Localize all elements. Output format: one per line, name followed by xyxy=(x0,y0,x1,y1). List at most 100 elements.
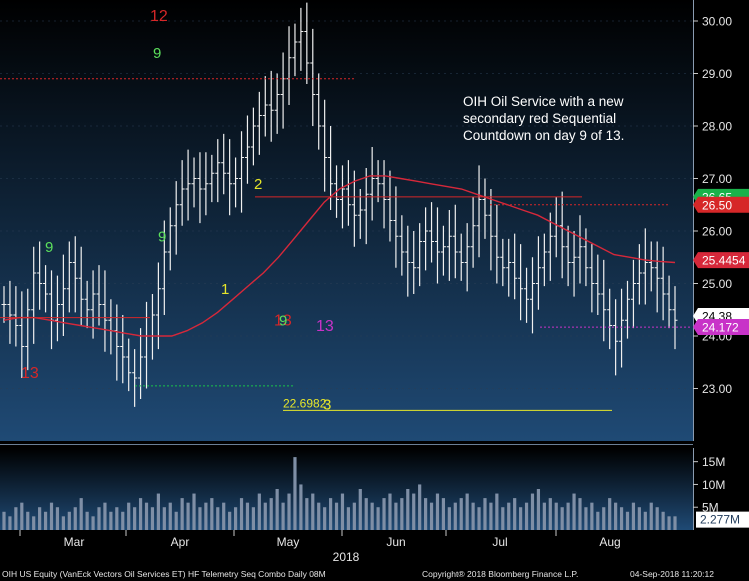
volume-bar xyxy=(489,502,493,530)
volume-bar xyxy=(382,498,386,530)
volume-bar xyxy=(317,502,321,530)
volume-bar xyxy=(222,502,226,530)
volume-bar xyxy=(257,493,261,530)
volume-bar xyxy=(388,493,392,530)
volume-bar xyxy=(150,507,155,530)
volume-bar xyxy=(328,498,333,530)
volume-bar xyxy=(127,502,131,530)
volume-bar xyxy=(364,498,368,530)
volume-bar xyxy=(216,507,220,530)
volume-bar xyxy=(174,511,178,530)
volume-bar xyxy=(121,511,125,530)
price-flag xyxy=(693,318,749,335)
volume-bar xyxy=(614,502,618,530)
volume-bar xyxy=(412,493,416,530)
volume-bar xyxy=(619,507,624,530)
footer-center: Copyright® 2018 Bloomberg Finance L.P. xyxy=(422,569,579,579)
volume-bar xyxy=(596,511,600,530)
volume-bar xyxy=(477,507,481,530)
month-label: Jul xyxy=(492,535,507,549)
month-label: Aug xyxy=(599,535,620,549)
volume-bar xyxy=(204,502,208,530)
sequential-marker: 1 xyxy=(221,281,229,298)
volume-bar xyxy=(513,498,517,530)
volume-tick-label: 10M xyxy=(702,478,725,492)
volume-bar xyxy=(138,498,143,530)
volume-bar xyxy=(14,507,18,530)
volume-bar xyxy=(530,493,535,530)
volume-bar xyxy=(67,511,71,530)
volume-bar xyxy=(334,502,339,530)
price-tick-label: 25.00 xyxy=(702,277,732,291)
volume-bar xyxy=(673,516,677,530)
volume-bar xyxy=(115,507,119,530)
price-tick-label: 28.00 xyxy=(702,120,732,134)
sequential-marker: 12 xyxy=(150,8,168,25)
volume-bar xyxy=(91,516,95,530)
volume-bar xyxy=(536,489,541,530)
volume-bar xyxy=(144,502,149,530)
volume-bar xyxy=(542,502,546,530)
volume-bar xyxy=(358,489,362,530)
volume-tick-label: 5M xyxy=(702,501,719,515)
price-panel xyxy=(0,0,693,441)
volume-bar xyxy=(584,507,588,530)
volume-bar xyxy=(85,511,89,530)
volume-bar xyxy=(495,493,499,530)
time-axis: Mar Apr May Jun Jul Aug 2018 xyxy=(19,530,621,564)
volume-bar xyxy=(471,502,475,530)
volume-bar xyxy=(643,511,647,530)
volume-bar xyxy=(38,507,42,530)
volume-bar xyxy=(649,502,653,530)
volume-bar xyxy=(637,507,641,530)
volume-bar xyxy=(608,498,612,530)
volume-bar xyxy=(275,489,279,530)
volume-bar xyxy=(20,502,24,530)
year-label: 2018 xyxy=(333,550,360,564)
volume-bar xyxy=(501,507,505,530)
volume-bar xyxy=(228,511,232,530)
volume-bar xyxy=(103,502,107,530)
volume-bar xyxy=(8,516,12,530)
volume-bar xyxy=(293,457,297,530)
month-label: Mar xyxy=(64,535,85,549)
volume-bar xyxy=(192,493,196,530)
price-grid xyxy=(0,20,693,389)
volume-bar xyxy=(631,502,636,530)
volume-bar xyxy=(661,511,665,530)
volume-bar xyxy=(453,502,457,530)
month-label: May xyxy=(277,535,300,549)
volume-bar xyxy=(435,493,440,530)
volume-bar xyxy=(186,502,190,530)
price-flag xyxy=(693,196,749,213)
sequential-marker: 9 xyxy=(158,229,166,246)
volume-bar xyxy=(655,507,659,530)
price-tick-label: 23.00 xyxy=(702,382,732,396)
sequential-marker: 9 xyxy=(153,45,161,62)
volume-bar xyxy=(299,484,303,530)
volume-bar xyxy=(590,502,594,530)
volume-bar xyxy=(406,489,410,530)
price-flag-label: 24.172 xyxy=(702,320,739,334)
volume-tick-label: 15M xyxy=(702,455,725,469)
volume-bar xyxy=(323,507,327,530)
volume-bar xyxy=(311,493,315,530)
moving-average-path xyxy=(3,175,676,337)
level-label: 22.6982 xyxy=(283,396,327,410)
price-flag-label: 26.50 xyxy=(702,198,732,212)
volume-bar xyxy=(418,484,422,530)
sequential-marker: 13 xyxy=(316,318,334,335)
sequential-marker: 9 xyxy=(45,239,53,256)
volume-bar xyxy=(109,511,113,530)
footer-left: OIH US Equity (VanEck Vectors Oil Servic… xyxy=(2,569,326,579)
chart-annotation: OIH Oil Service with a new secondary red… xyxy=(463,93,673,144)
volume-bar xyxy=(263,502,267,530)
volume-bar xyxy=(156,493,160,530)
volume-axis: 5M 10M 15M 2.277M xyxy=(693,448,749,530)
volume-bar xyxy=(251,507,255,530)
month-label: Jun xyxy=(386,535,405,549)
volume-bar xyxy=(441,498,446,530)
volume-bar xyxy=(210,498,214,530)
volume-bar xyxy=(97,507,101,530)
